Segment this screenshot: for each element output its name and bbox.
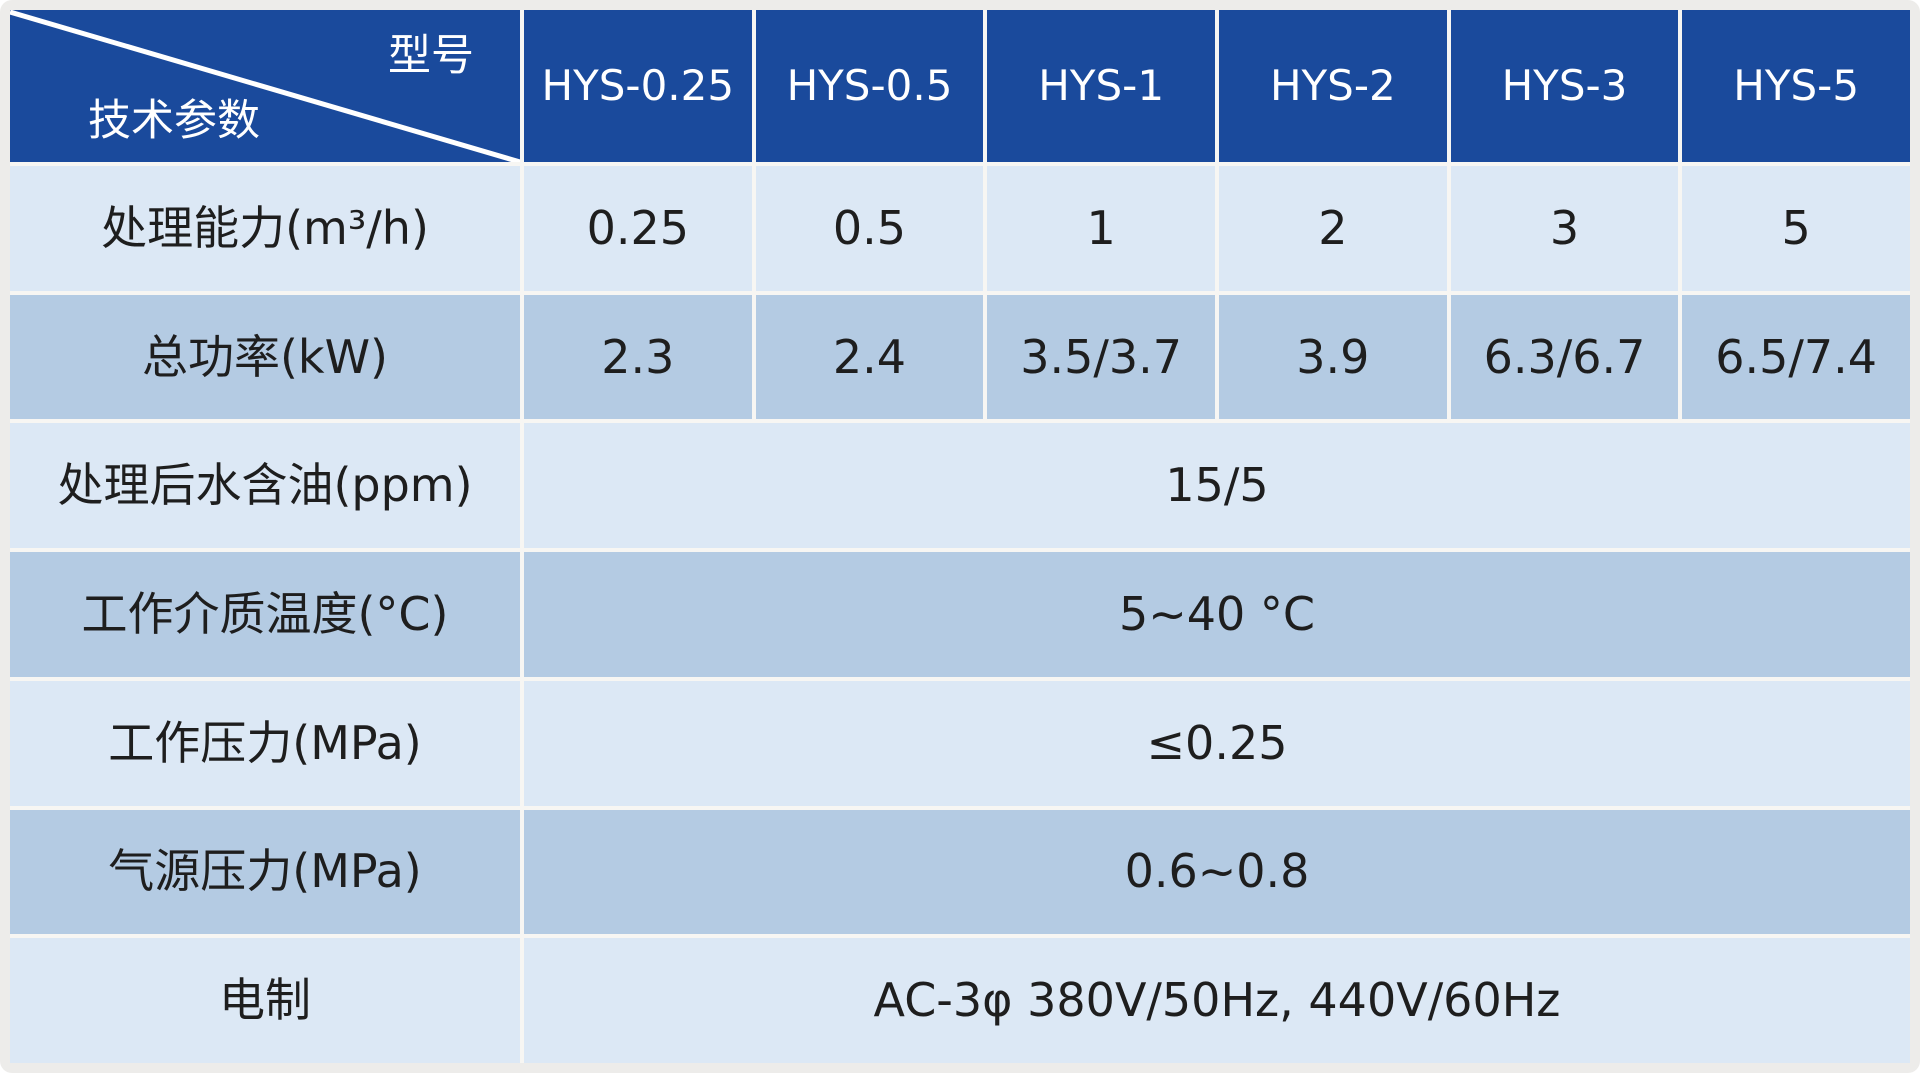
column-header-hys-0-5: HYS-0.5 [755,10,984,162]
row-label-medium-temperature: 工作介质温度(°C) [10,552,520,677]
row-label-oil-content: 处理后水含油(ppm) [10,423,520,549]
column-header-hys-2: HYS-2 [1219,10,1447,162]
corner-params-label: 技术参数 [88,95,260,146]
value-cell: 6.3/6.7 [1450,294,1679,420]
value-cell: 3.5/3.7 [987,294,1215,420]
value-cell: 3 [1450,166,1679,291]
value-cell: 0.25 [524,166,752,291]
merged-value-cell: AC-3φ 380V/50Hz, 440V/60Hz [524,938,1910,1063]
value-cell: 3.9 [1219,294,1447,420]
value-cell: 2.4 [755,294,984,420]
value-cell: 0.5 [755,166,984,291]
corner-header-cell: 型号 技术参数 [10,10,520,162]
merged-value-cell: ≤0.25 [524,680,1910,806]
spec-table: 型号 技术参数 HYS-0.25 HYS-0.5 HYS-1 HYS-2 HYS… [10,10,1910,1063]
value-cell: 6.5/7.4 [1682,294,1910,420]
merged-value-cell: 15/5 [524,423,1910,549]
row-label-working-pressure: 工作压力(MPa) [10,680,520,806]
merged-value-cell: 0.6~0.8 [524,809,1910,935]
column-header-hys-3: HYS-3 [1450,10,1679,162]
row-label-capacity: 处理能力(m³/h) [10,166,520,291]
value-cell: 1 [987,166,1215,291]
column-header-hys-1: HYS-1 [987,10,1215,162]
value-cell: 5 [1682,166,1910,291]
column-header-hys-0-25: HYS-0.25 [524,10,752,162]
diagonal-divider-line [10,10,520,162]
value-cell: 2.3 [524,294,752,420]
merged-value-cell: 5~40 °C [524,552,1910,677]
column-header-hys-5: HYS-5 [1682,10,1910,162]
corner-model-label: 型号 [388,31,474,81]
row-label-total-power: 总功率(kW) [10,294,520,420]
row-label-air-pressure: 气源压力(MPa) [10,809,520,935]
row-label-electrical-system: 电制 [10,938,520,1063]
value-cell: 2 [1219,166,1447,291]
